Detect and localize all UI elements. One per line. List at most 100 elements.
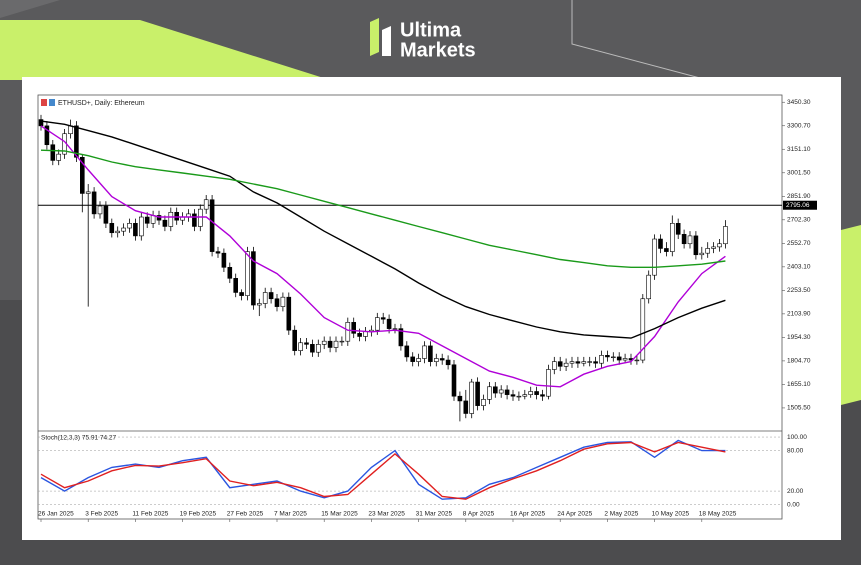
candle-body bbox=[398, 328, 404, 347]
candle-body bbox=[339, 340, 345, 343]
candle-body bbox=[50, 144, 56, 161]
stoch-line bbox=[40, 439, 726, 500]
candle-body bbox=[327, 340, 333, 348]
level-label-box bbox=[783, 200, 817, 210]
y-tick-label: 2552.70 bbox=[787, 240, 811, 247]
x-tick-label: 8 Apr 2025 bbox=[463, 511, 495, 518]
candle-body bbox=[192, 213, 197, 227]
candle-body bbox=[286, 296, 292, 331]
y-tick-label: 2253.50 bbox=[787, 287, 811, 294]
brand-line: Markets bbox=[400, 39, 476, 61]
candle-body bbox=[599, 355, 604, 364]
logo-bar bbox=[382, 26, 391, 56]
candle-body bbox=[528, 391, 534, 395]
candle-body bbox=[150, 215, 156, 224]
y-tick-label: 100.00 bbox=[787, 434, 807, 441]
x-tick-label: 2 May 2025 bbox=[604, 511, 638, 518]
candle-body bbox=[711, 246, 716, 249]
x-tick-label: 3 Feb 2025 bbox=[85, 511, 118, 518]
y-tick-label: 3001.50 bbox=[787, 169, 811, 176]
x-tick-label: 27 Feb 2025 bbox=[227, 511, 264, 518]
y-tick-label: 2851.90 bbox=[787, 193, 811, 200]
candle-body bbox=[616, 356, 622, 361]
candle-body bbox=[315, 344, 321, 353]
candle-body bbox=[422, 345, 427, 359]
candle-body bbox=[262, 292, 268, 304]
candle-body bbox=[85, 191, 91, 194]
x-tick-label: 26 Jan 2025 bbox=[38, 511, 74, 518]
candle-body bbox=[593, 361, 598, 364]
candle-body bbox=[227, 267, 233, 279]
candle-body bbox=[439, 358, 445, 361]
candle-body bbox=[392, 328, 398, 330]
candle-body bbox=[121, 227, 126, 232]
candle-body bbox=[74, 125, 79, 158]
candle-body bbox=[144, 216, 150, 224]
candle-body bbox=[351, 322, 357, 334]
decor-line bbox=[571, 0, 701, 79]
candle-body bbox=[56, 153, 62, 161]
logo bbox=[370, 18, 391, 56]
candle-body bbox=[374, 317, 380, 331]
y-tick-label: 20.00 bbox=[787, 488, 804, 495]
candle-body bbox=[717, 243, 722, 248]
candle-body bbox=[569, 361, 575, 364]
candle-body bbox=[522, 394, 528, 397]
candle-body bbox=[109, 223, 115, 234]
candle-body bbox=[310, 344, 315, 353]
y-tick-label: 2702.30 bbox=[787, 217, 811, 224]
candle-body bbox=[652, 238, 657, 276]
y-tick-label: 1804.70 bbox=[787, 358, 811, 365]
candle-body bbox=[304, 342, 309, 345]
icon bbox=[41, 99, 47, 106]
candle-body bbox=[298, 342, 303, 351]
candle-body bbox=[221, 252, 227, 268]
candle-body bbox=[162, 219, 168, 227]
x-tick-label: 15 Mar 2025 bbox=[321, 511, 358, 518]
candle-body bbox=[215, 251, 221, 254]
candle-body bbox=[345, 322, 351, 342]
candle-body bbox=[687, 235, 693, 245]
candle-body bbox=[245, 251, 250, 296]
candle-body bbox=[675, 223, 681, 235]
candle-body bbox=[174, 212, 179, 221]
candle-body bbox=[198, 208, 203, 227]
candle-body bbox=[664, 248, 669, 252]
candle-body bbox=[498, 389, 504, 394]
accent-top bbox=[0, 0, 60, 18]
candle-body bbox=[80, 156, 85, 194]
candle-body bbox=[658, 238, 663, 249]
candle-body bbox=[723, 226, 728, 245]
y-tick-label: 2403.10 bbox=[787, 264, 811, 271]
candle-body bbox=[97, 205, 103, 215]
candle-body bbox=[451, 364, 457, 397]
candle-body bbox=[504, 389, 510, 395]
candle-body bbox=[363, 331, 368, 337]
candle-body bbox=[38, 119, 44, 127]
candle-body bbox=[44, 125, 50, 146]
candle-body bbox=[321, 340, 327, 345]
candle-body bbox=[203, 199, 209, 210]
candle-body bbox=[416, 358, 421, 362]
indicator-title: Stoch(12,3,3) 75.91 74.27 bbox=[41, 435, 117, 442]
y-tick-label: 1954.30 bbox=[787, 334, 811, 341]
candle-body bbox=[463, 400, 469, 414]
x-tick-label: 31 Mar 2025 bbox=[416, 511, 453, 518]
candle-body bbox=[516, 395, 522, 398]
brand-line: Ultima bbox=[400, 19, 462, 41]
y-tick-label: 3300.70 bbox=[787, 122, 811, 129]
y-tick-label: 1505.50 bbox=[787, 405, 811, 412]
y-tick-label: 0.00 bbox=[787, 501, 800, 508]
x-tick-label: 19 Feb 2025 bbox=[180, 511, 217, 518]
candle-body bbox=[640, 298, 646, 361]
candle-body bbox=[445, 359, 451, 366]
candle-body bbox=[103, 205, 109, 224]
stoch-line bbox=[40, 441, 726, 500]
candle-body bbox=[139, 216, 144, 237]
candle-body bbox=[127, 223, 132, 229]
x-tick-label: 7 Mar 2025 bbox=[274, 511, 307, 518]
x-tick-label: 11 Feb 2025 bbox=[132, 511, 168, 518]
candle-body bbox=[292, 329, 298, 351]
moving-average bbox=[40, 125, 726, 388]
